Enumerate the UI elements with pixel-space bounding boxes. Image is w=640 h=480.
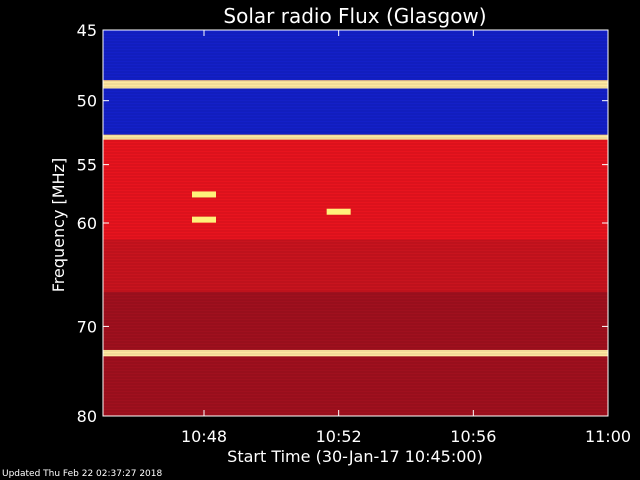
y-tick-label: 45 bbox=[77, 21, 97, 40]
x-tick-label: 10:52 bbox=[316, 427, 362, 446]
burst-mark bbox=[326, 208, 351, 215]
x-axis-ticks: 10:48 10:52 10:56 11:00 bbox=[181, 30, 631, 446]
x-tick-label: 10:48 bbox=[181, 427, 227, 446]
x-axis-label: Start Time (30-Jan-17 10:45:00) bbox=[227, 447, 483, 466]
plot-area bbox=[102, 29, 609, 417]
y-tick-label: 60 bbox=[77, 214, 97, 233]
frequency-band bbox=[103, 139, 608, 177]
frequency-band bbox=[103, 292, 608, 350]
frequency-band bbox=[103, 349, 608, 357]
x-tick-label: 10:56 bbox=[450, 427, 496, 446]
y-tick-label: 80 bbox=[77, 407, 97, 426]
y-axis-label: Frequency [MHz] bbox=[49, 158, 68, 292]
chart-title: Solar radio Flux (Glasgow) bbox=[223, 4, 486, 28]
burst-mark bbox=[192, 216, 216, 223]
frequency-band bbox=[103, 80, 608, 89]
burst-mark bbox=[192, 191, 216, 198]
x-tick-label: 11:00 bbox=[585, 427, 631, 446]
frequency-band bbox=[103, 134, 608, 140]
frequency-band bbox=[103, 176, 608, 240]
y-tick-label: 70 bbox=[77, 317, 97, 336]
frequency-band bbox=[103, 239, 608, 293]
frequency-band bbox=[103, 356, 608, 416]
frequency-band bbox=[103, 88, 608, 135]
frequency-band bbox=[103, 30, 608, 81]
updated-timestamp: Updated Thu Feb 22 02:37:27 2018 bbox=[2, 469, 163, 479]
y-tick-label: 55 bbox=[77, 156, 97, 175]
y-tick-label: 50 bbox=[77, 92, 97, 111]
y-axis-ticks: 45 50 55 60 70 80 bbox=[77, 21, 608, 426]
